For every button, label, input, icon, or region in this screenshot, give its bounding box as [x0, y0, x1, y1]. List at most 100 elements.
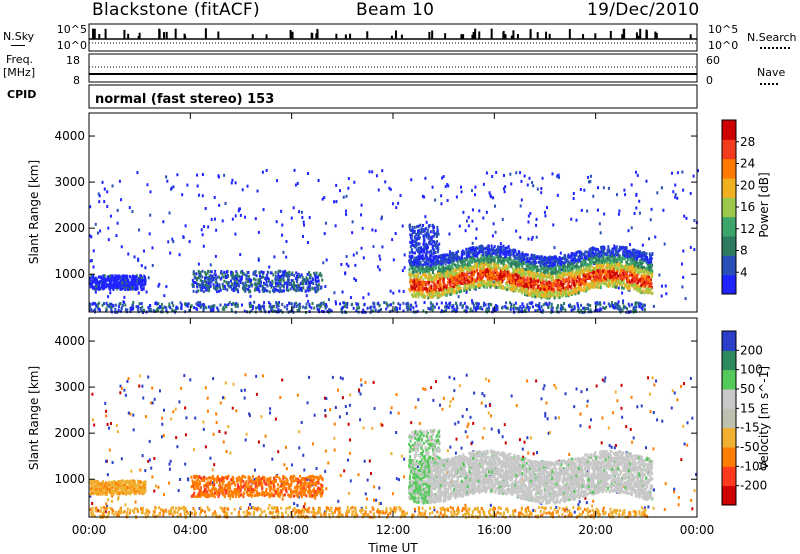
power-point	[641, 307, 644, 311]
power-point	[253, 288, 256, 292]
power-point	[114, 276, 117, 280]
power-point	[278, 275, 281, 279]
power-point	[188, 240, 191, 244]
power-point	[224, 276, 227, 280]
power-point	[261, 170, 264, 174]
power-point	[269, 281, 272, 285]
freq-tick-18: 18	[66, 54, 80, 67]
power-point	[372, 301, 375, 305]
power-point	[123, 295, 126, 299]
power-point	[479, 306, 482, 310]
power-point	[285, 240, 288, 244]
power-point	[202, 290, 205, 294]
power-point	[148, 308, 151, 312]
power-point	[385, 307, 388, 311]
power-point	[197, 269, 200, 273]
power-point	[281, 223, 284, 227]
power-point	[526, 253, 529, 257]
power-point	[303, 223, 306, 227]
power-point	[451, 309, 454, 313]
power-point	[494, 277, 497, 281]
power-point	[95, 304, 98, 308]
power-point	[221, 219, 224, 223]
power-point	[259, 309, 262, 313]
power-point	[420, 256, 423, 260]
power-point	[274, 271, 277, 275]
power-point	[141, 305, 144, 309]
power-point	[133, 279, 136, 283]
power-point	[206, 288, 209, 292]
power-point	[286, 273, 289, 277]
power-point	[295, 280, 298, 284]
power-point	[363, 302, 366, 306]
power-point	[285, 255, 288, 259]
power-point	[534, 309, 537, 313]
power-point	[459, 303, 462, 307]
power-point	[693, 219, 696, 223]
power-point	[212, 283, 215, 287]
power-point	[115, 275, 118, 279]
power-point	[263, 301, 266, 305]
power-point	[545, 302, 548, 306]
power-point	[201, 233, 204, 237]
power-point	[594, 301, 597, 305]
power-point	[682, 249, 685, 253]
power-point	[272, 309, 275, 313]
power-point	[101, 303, 104, 307]
power-point	[323, 232, 326, 236]
power-point	[103, 286, 106, 290]
power-point	[482, 216, 485, 220]
power-point	[119, 302, 122, 306]
power-point	[605, 305, 608, 309]
power-point	[313, 271, 316, 275]
power-point	[277, 273, 280, 277]
power-point	[247, 274, 250, 278]
power-point	[346, 302, 349, 306]
power-point	[448, 262, 451, 266]
power-point	[112, 280, 115, 284]
power-point	[298, 288, 301, 292]
power-point	[605, 261, 608, 265]
power-point	[519, 204, 522, 208]
power-point	[556, 174, 559, 178]
power-point	[425, 220, 428, 224]
power-point	[562, 302, 565, 306]
power-point	[217, 308, 220, 312]
power-point	[476, 307, 479, 311]
power-point	[225, 305, 228, 309]
power-point	[335, 183, 338, 187]
power-point	[211, 276, 214, 280]
power-point	[92, 280, 95, 284]
power-point	[537, 260, 540, 264]
n-sky-tick-top: 10^5	[57, 23, 87, 36]
power-point	[574, 273, 577, 277]
power-point	[152, 309, 155, 313]
power-point	[624, 193, 627, 197]
power-point	[163, 294, 166, 298]
power-point	[207, 225, 210, 229]
power-point	[98, 275, 101, 279]
power-point	[102, 274, 105, 278]
power-point	[112, 284, 115, 288]
power-point	[421, 258, 424, 262]
power-point	[384, 180, 387, 184]
power-point	[362, 296, 365, 300]
power-point	[405, 302, 408, 306]
power-point	[140, 276, 143, 280]
power-point	[617, 286, 620, 290]
power-point	[307, 289, 310, 293]
power-point	[233, 281, 236, 285]
power-point	[448, 285, 451, 289]
power-point	[357, 306, 360, 310]
power-point	[602, 306, 605, 310]
power-point	[114, 303, 117, 307]
power-point	[98, 301, 101, 305]
power-point	[143, 281, 146, 285]
power-point	[325, 258, 328, 262]
power-point	[101, 279, 104, 283]
power-point	[645, 179, 648, 183]
power-point	[579, 277, 582, 281]
power-point	[528, 268, 531, 272]
power-point	[407, 304, 410, 308]
power-point	[316, 287, 319, 291]
